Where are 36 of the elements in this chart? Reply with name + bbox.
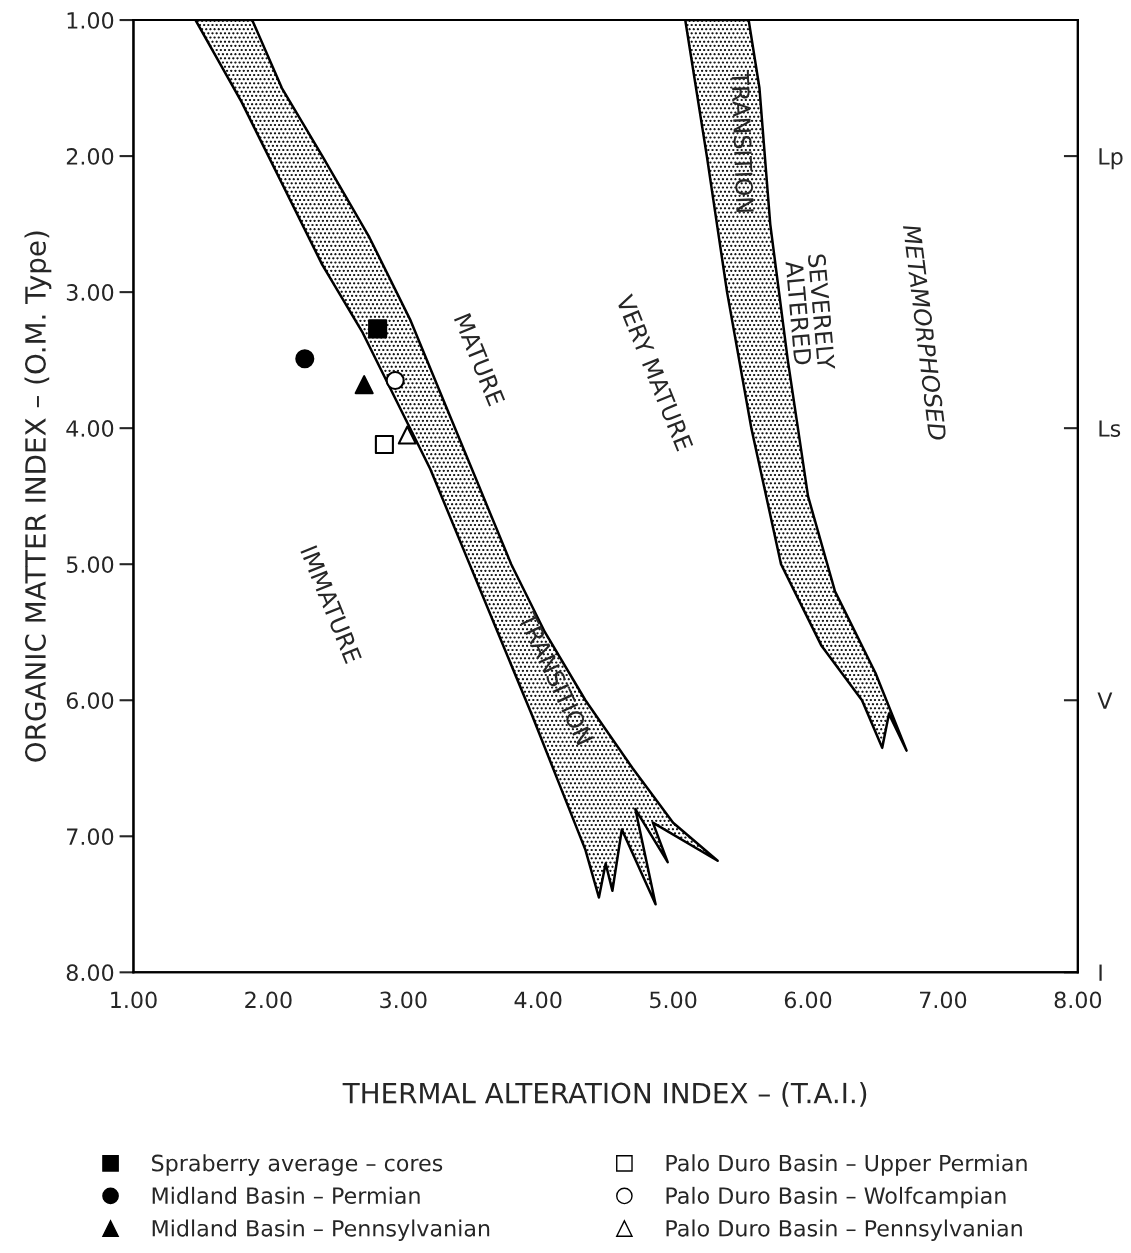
y-tick-label: 6.00 bbox=[66, 692, 114, 710]
point bbox=[368, 319, 388, 339]
y-tick-label: 1.00 bbox=[67, 12, 114, 29]
y-tick-label: 4.00 bbox=[66, 420, 114, 437]
x-tick-label: 1.00 bbox=[111, 991, 157, 1009]
y-axis-title: ORGANIC MATTER INDEX – (O.M. Type) bbox=[24, 231, 52, 762]
category-label: I bbox=[1099, 964, 1102, 981]
legend-label: Palo Duro Basin – Upper Permian bbox=[666, 1154, 1027, 1176]
x-tick-label: 2.00 bbox=[245, 991, 292, 1009]
category-label: Ls bbox=[1099, 420, 1121, 437]
legend-label: Palo Duro Basin – Pennsylvanian bbox=[666, 1219, 1022, 1241]
x-tick-label: 3.00 bbox=[380, 991, 427, 1009]
x-tick-label: 8.00 bbox=[1054, 991, 1102, 1009]
point bbox=[397, 425, 417, 445]
category-label: V bbox=[1097, 692, 1113, 709]
y-tick-label: 3.00 bbox=[66, 284, 114, 301]
legend-label: Midland Basin – Permian bbox=[152, 1186, 420, 1205]
point bbox=[374, 434, 394, 455]
x-tick-label: 5.00 bbox=[650, 991, 697, 1009]
legend-label: Palo Duro Basin – Wolfcampian bbox=[666, 1186, 1006, 1209]
annotation: TRANSITION bbox=[731, 70, 754, 212]
y-tick-label: 7.00 bbox=[67, 828, 114, 846]
point bbox=[385, 371, 405, 391]
legend-label: Spraberry average – cores bbox=[152, 1154, 443, 1176]
y-tick-label: 5.00 bbox=[66, 556, 114, 573]
category-label: Lp bbox=[1099, 148, 1123, 170]
x-tick-label: 6.00 bbox=[784, 991, 832, 1009]
point bbox=[354, 375, 374, 395]
point bbox=[295, 349, 315, 369]
annotation: SEVERELY ALTERED bbox=[785, 253, 836, 371]
y-tick-label: 8.00 bbox=[66, 964, 114, 982]
y-tick-label: 2.00 bbox=[66, 148, 114, 165]
x-tick-label: 7.00 bbox=[920, 991, 967, 1009]
x-tick-label: 4.00 bbox=[514, 991, 562, 1009]
x-axis-title: THERMAL ALTERATION INDEX – (T.A.I.) bbox=[342, 1082, 867, 1107]
legend-label: Midland Basin – Pennsylvanian bbox=[152, 1219, 490, 1241]
